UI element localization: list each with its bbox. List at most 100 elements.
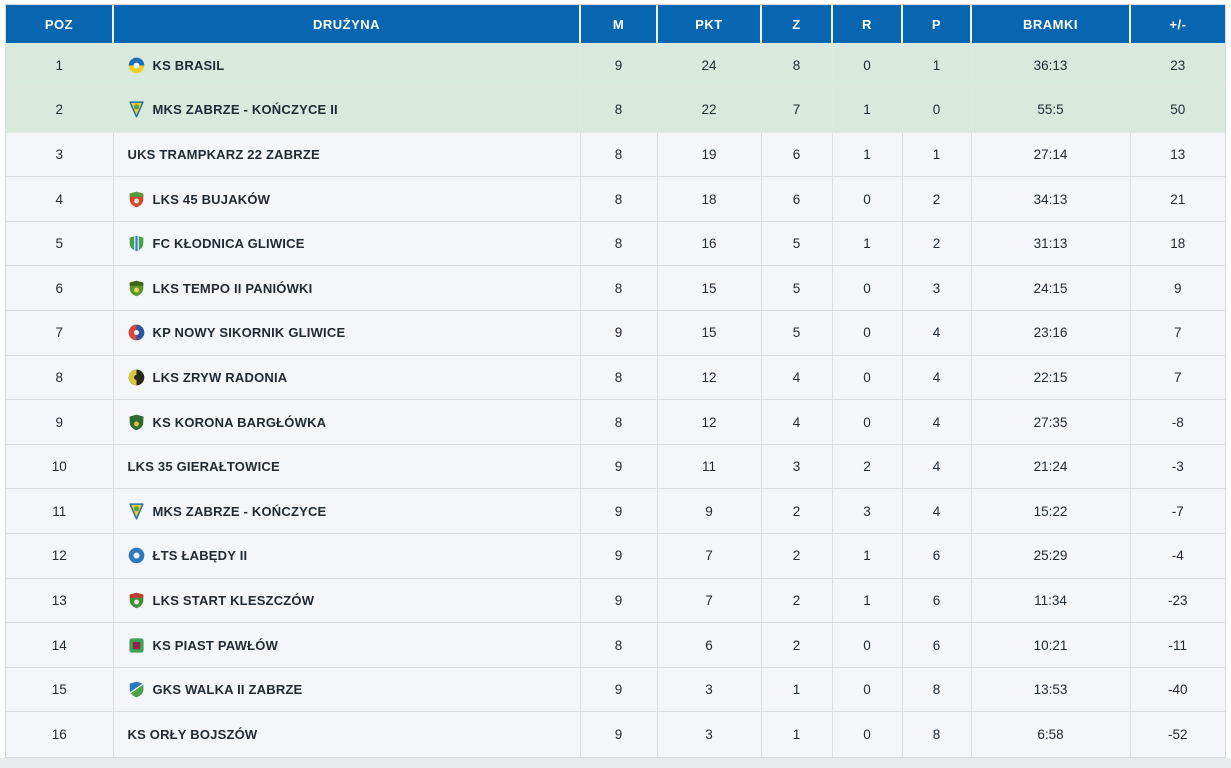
table-row: 9 KS KORONA BARGŁÓWKA 8 12 4 0 4 27:35 -8 [6, 399, 1225, 445]
draws-cell: 1 [832, 221, 903, 267]
matches-cell: 8 [580, 221, 658, 267]
team-cell[interactable]: FC KŁODNICA GLIWICE [113, 221, 581, 267]
wins-cell: 1 [761, 667, 833, 713]
team-name: LKS 45 BUJAKÓW [152, 191, 271, 207]
team-name: MKS ZABRZE - KOŃCZYCE [152, 503, 327, 519]
points-cell: 12 [657, 355, 762, 401]
goal-diff-cell: 9 [1130, 265, 1225, 312]
team-inner: MKS ZABRZE - KOŃCZYCE [128, 503, 580, 520]
column-header-p: P [902, 5, 972, 43]
team-cell[interactable]: KS BRASIL [113, 43, 581, 89]
team-cell[interactable]: MKS ZABRZE - KOŃCZYCE [113, 488, 581, 535]
team-cell[interactable]: LKS TEMPO II PANIÓWKI [113, 265, 581, 312]
wins-cell: 8 [761, 43, 833, 89]
goals-cell: 11:34 [971, 578, 1131, 624]
matches-cell: 9 [580, 310, 658, 356]
position-cell: 12 [6, 533, 114, 579]
matches-cell: 8 [580, 399, 658, 445]
table-row: 5 FC KŁODNICA GLIWICE 8 16 5 1 2 31:13 18 [6, 221, 1225, 267]
team-inner: UKS TRAMPKARZ 22 ZABRZE [128, 147, 580, 162]
column-header-diff: +/- [1130, 5, 1225, 43]
matches-cell: 8 [580, 176, 658, 222]
goal-diff-cell: -40 [1130, 667, 1225, 713]
table-body: 1 KS BRASIL 9 24 8 0 1 36:13 23 2 MKS ZABRZE - KOŃ… [6, 43, 1225, 757]
wins-cell: 6 [761, 132, 833, 178]
team-cell[interactable]: KS PIAST PAWŁÓW [113, 622, 581, 668]
team-cell[interactable]: LKS START KLESZCZÓW [113, 578, 581, 624]
goal-diff-cell: 13 [1130, 132, 1225, 178]
matches-cell: 9 [580, 711, 658, 757]
club-crest-icon [128, 503, 145, 520]
goals-cell: 27:14 [971, 132, 1131, 178]
club-crest-icon [128, 369, 145, 386]
losses-cell: 6 [902, 533, 972, 579]
points-cell: 12 [657, 399, 762, 445]
points-cell: 16 [657, 221, 762, 267]
losses-cell: 2 [902, 176, 972, 222]
matches-cell: 8 [580, 355, 658, 401]
team-cell[interactable]: KP NOWY SIKORNIK GLIWICE [113, 310, 581, 356]
team-cell[interactable]: LKS 45 BUJAKÓW [113, 176, 581, 222]
position-cell: 15 [6, 667, 114, 713]
club-crest-icon [128, 324, 145, 341]
matches-cell: 9 [580, 533, 658, 579]
losses-cell: 8 [902, 711, 972, 757]
losses-cell: 4 [902, 310, 972, 356]
team-cell[interactable]: LKS ZRYW RADONIA [113, 355, 581, 401]
draws-cell: 1 [832, 132, 903, 178]
league-table: POZ DRUŻYNA M PKT Z R P BRAMKI +/- 1 KS B… [6, 5, 1225, 757]
team-cell[interactable]: MKS ZABRZE - KOŃCZYCE II [113, 87, 581, 133]
team-cell[interactable]: KS KORONA BARGŁÓWKA [113, 399, 581, 445]
draws-cell: 2 [832, 444, 903, 490]
header-row: POZ DRUŻYNA M PKT Z R P BRAMKI +/- [6, 5, 1225, 43]
losses-cell: 6 [902, 578, 972, 624]
position-cell: 11 [6, 488, 114, 535]
column-header-label: R [862, 16, 872, 32]
goals-cell: 55:5 [971, 87, 1131, 133]
goals-cell: 10:21 [971, 622, 1131, 668]
team-cell[interactable]: LKS 35 GIERAŁTOWICE [113, 444, 581, 490]
losses-cell: 4 [902, 444, 972, 490]
draws-cell: 0 [832, 176, 903, 222]
team-inner: KP NOWY SIKORNIK GLIWICE [128, 324, 580, 341]
losses-cell: 0 [902, 87, 972, 133]
column-header-poz: POZ [6, 5, 114, 43]
draws-cell: 3 [832, 488, 903, 535]
column-header-label: +/- [1169, 16, 1187, 32]
draws-cell: 1 [832, 533, 903, 579]
team-name: KS KORONA BARGŁÓWKA [152, 414, 327, 430]
column-header-m: M [580, 5, 658, 43]
club-crest-icon [128, 547, 145, 564]
column-header-bramki: BRAMKI [971, 5, 1131, 43]
draws-cell: 0 [832, 399, 903, 445]
wins-cell: 5 [761, 265, 833, 312]
team-inner: LKS ZRYW RADONIA [128, 369, 580, 386]
team-cell[interactable]: UKS TRAMPKARZ 22 ZABRZE [113, 132, 581, 178]
table-row: 1 KS BRASIL 9 24 8 0 1 36:13 23 [6, 43, 1225, 89]
goals-cell: 36:13 [971, 43, 1131, 89]
draws-cell: 0 [832, 667, 903, 713]
column-header-label: BRAMKI [1023, 16, 1078, 32]
goal-diff-cell: -3 [1130, 444, 1225, 490]
column-header-pkt: PKT [657, 5, 762, 43]
league-table-container: POZ DRUŻYNA M PKT Z R P BRAMKI +/- 1 KS B… [5, 4, 1226, 758]
table-row: 13 LKS START KLESZCZÓW 9 7 2 1 6 11:34 -23 [6, 578, 1225, 624]
team-cell[interactable]: KS ORŁY BOJSZÓW [113, 711, 581, 757]
goal-diff-cell: 18 [1130, 221, 1225, 267]
team-cell[interactable]: GKS WALKA II ZABRZE [113, 667, 581, 713]
points-cell: 9 [657, 488, 762, 535]
points-cell: 7 [657, 533, 762, 579]
wins-cell: 2 [761, 488, 833, 535]
wins-cell: 7 [761, 87, 833, 133]
points-cell: 22 [657, 87, 762, 133]
club-crest-icon [128, 280, 145, 297]
wins-cell: 4 [761, 355, 833, 401]
team-cell[interactable]: ŁTS ŁABĘDY II [113, 533, 581, 579]
draws-cell: 1 [832, 578, 903, 624]
team-inner: LKS TEMPO II PANIÓWKI [128, 280, 580, 297]
goals-cell: 25:29 [971, 533, 1131, 579]
club-crest-icon [128, 101, 145, 119]
matches-cell: 9 [580, 667, 658, 713]
matches-cell: 8 [580, 265, 658, 312]
